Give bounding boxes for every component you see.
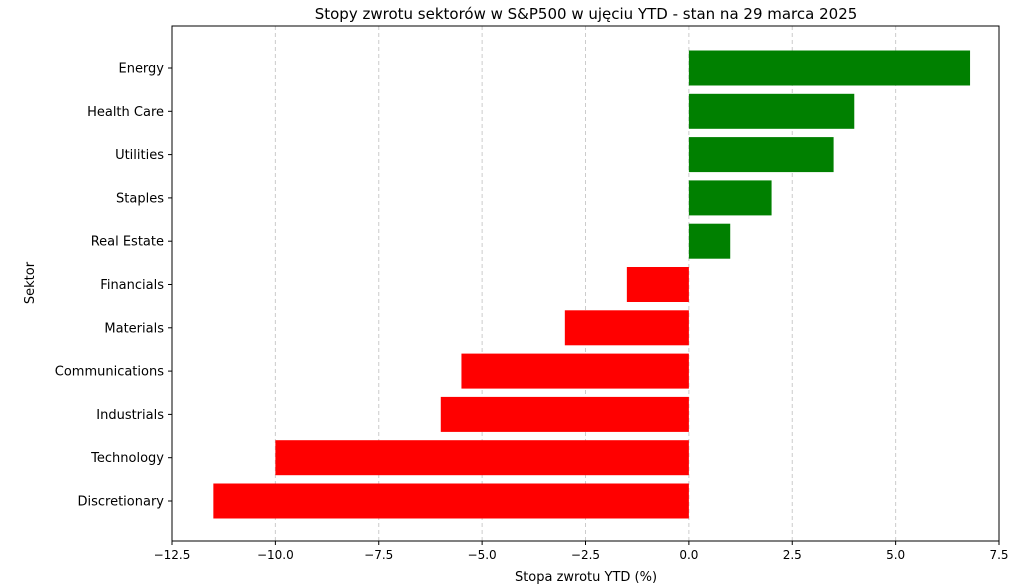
x-tick-label: 5.0 (886, 548, 905, 562)
bar-communications (461, 353, 689, 389)
y-tick-label: Technology (90, 451, 164, 466)
bar-financials (626, 267, 689, 302)
x-tick-label: −10.0 (257, 548, 294, 562)
y-tick-label: Staples (116, 191, 164, 206)
x-axis-label: Stopa zwrotu YTD (%) (515, 570, 657, 584)
x-tick-label: −2.5 (571, 548, 600, 562)
x-tick-label: −5.0 (468, 548, 497, 562)
x-tick-label: 0.0 (679, 548, 698, 562)
y-axis-label: Sektor (23, 261, 38, 304)
y-tick-label: Energy (118, 62, 164, 77)
x-tick-label: −12.5 (154, 548, 191, 562)
bar-technology (275, 440, 689, 476)
y-tick-label: Financials (100, 278, 164, 293)
bar-materials (564, 310, 689, 346)
chart-title: Stopy zwrotu sektorów w S&P500 w ujęciu … (315, 5, 858, 23)
bar-industrials (440, 396, 689, 432)
y-tick-label: Communications (55, 365, 164, 380)
y-tick-label: Utilities (115, 148, 164, 163)
bar-utilities (688, 137, 834, 173)
x-tick-label: −7.5 (364, 548, 393, 562)
y-tick-label: Discretionary (77, 495, 164, 510)
bar-discretionary (213, 483, 689, 519)
bar-energy (688, 50, 971, 86)
y-tick-label: Industrials (96, 408, 164, 423)
bar-real-estate (688, 223, 731, 259)
y-tick-label: Real Estate (91, 235, 164, 250)
x-tick-label: 7.5 (989, 548, 1008, 562)
x-tick-label: 2.5 (783, 548, 802, 562)
bar-health-care (688, 93, 855, 129)
bar-staples (688, 180, 772, 216)
y-tick-label: Health Care (87, 105, 164, 120)
y-tick-label: Materials (104, 321, 164, 336)
